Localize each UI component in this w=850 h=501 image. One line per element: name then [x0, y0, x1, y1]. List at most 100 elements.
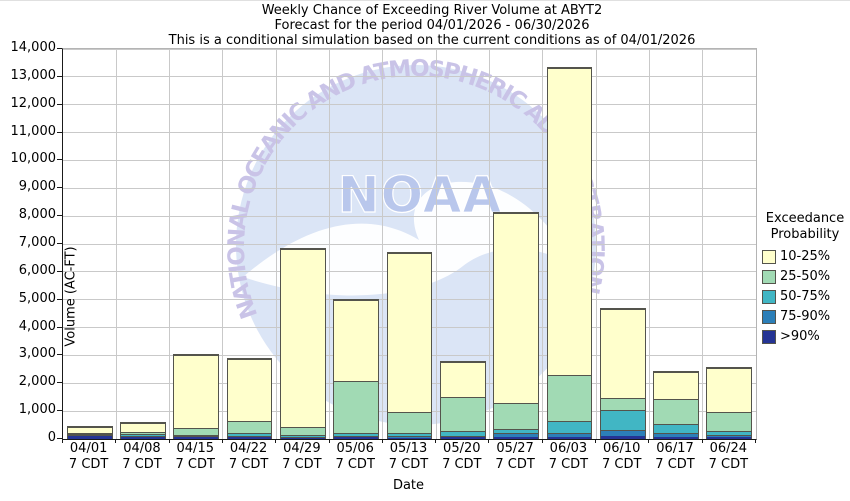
chart-title-line1: Weekly Chance of Exceeding River Volume … — [261, 3, 603, 18]
x-tick-mark — [328, 439, 330, 443]
bar-segment — [387, 412, 432, 434]
x-tick-label: 06/10 7 CDT — [595, 441, 648, 473]
x-tick-time: 7 CDT — [122, 457, 162, 472]
noaa-wordmark: NOAA — [338, 166, 502, 224]
bar-segment — [494, 428, 539, 434]
bar-segment — [387, 437, 432, 439]
grid-line-horizontal — [63, 187, 756, 189]
x-tick-label: 06/24 7 CDT — [702, 441, 755, 473]
bar-segment — [121, 437, 165, 439]
bar — [653, 371, 699, 439]
y-tick-label: 0 — [47, 430, 56, 445]
bar-segment — [280, 426, 325, 435]
bar-segment — [67, 435, 112, 437]
x-tick-date: 04/01 — [69, 441, 108, 456]
legend-item: 25-50% — [760, 269, 850, 284]
bar — [333, 299, 380, 439]
bar-segment — [600, 309, 645, 398]
bars-layer — [63, 49, 756, 439]
bar-segment — [547, 432, 592, 437]
bar-segment — [227, 436, 272, 438]
x-tick-date: 05/13 — [389, 441, 428, 456]
bar-segment — [654, 433, 698, 438]
bar-segment — [707, 437, 752, 439]
bar — [386, 252, 433, 439]
y-tick-label: 1,000 — [18, 402, 56, 418]
noaa-bird-icon — [243, 181, 575, 296]
legend: Exceedance Probability 10-25% 25-50% 50-75… — [760, 211, 850, 349]
bar-segment — [707, 368, 752, 412]
legend-items: 10-25% 25-50% 50-75% 75-90% >90% — [760, 249, 850, 344]
x-tick-label: 05/27 7 CDT — [488, 441, 541, 473]
grid-line-vertical — [595, 49, 597, 439]
x-tick-date: 06/03 — [549, 441, 588, 456]
x-tick-time: 7 CDT — [655, 457, 695, 472]
bar-segment — [174, 436, 219, 438]
x-tick-mark — [595, 439, 597, 443]
x-tick-mark — [488, 439, 490, 443]
y-tick-mark — [57, 48, 62, 49]
x-tick-label: 05/13 7 CDT — [382, 441, 435, 473]
x-tick-mark — [381, 439, 383, 443]
bar-segment — [280, 436, 325, 438]
bar-segment — [280, 248, 325, 427]
legend-swatch — [762, 289, 776, 304]
bar-segment — [440, 437, 485, 439]
bar-segment — [280, 437, 325, 439]
legend-item-label: 75-90% — [780, 309, 831, 324]
grid-line-horizontal — [63, 159, 756, 161]
legend-title-line1: Exceedance — [765, 211, 845, 226]
legend-swatch — [762, 329, 776, 344]
legend-item: 50-75% — [760, 289, 850, 304]
legend-item-label: 50-75% — [780, 289, 831, 304]
grid-line-vertical — [435, 49, 437, 439]
y-tick-mark — [57, 270, 62, 272]
x-tick-mark — [648, 439, 650, 443]
x-tick-time: 7 CDT — [388, 457, 429, 472]
chart-title-line2: Forecast for the period 04/01/2026 - 06/… — [274, 18, 590, 33]
bar — [493, 211, 540, 439]
x-tick-label: 04/29 7 CDT — [275, 441, 328, 473]
bar-segment — [174, 428, 219, 435]
bar-segment — [174, 434, 219, 437]
y-tick-label: 8,000 — [18, 207, 56, 223]
y-tick-label: 10,000 — [10, 151, 57, 167]
y-tick-mark — [57, 326, 62, 328]
x-tick-date: 04/22 — [229, 441, 268, 456]
bar — [599, 308, 646, 439]
y-tick-label: 5,000 — [18, 290, 56, 306]
bar-segment — [174, 437, 219, 439]
bar-segment — [121, 431, 165, 435]
x-tick-date: 05/06 — [336, 441, 374, 456]
x-tick-time: 7 CDT — [68, 457, 109, 472]
bar — [546, 67, 593, 439]
bar-segment — [334, 432, 379, 436]
x-tick-mark — [275, 439, 277, 443]
legend-item: 75-90% — [760, 309, 850, 324]
bar-segment — [547, 68, 592, 375]
bar-segment — [334, 437, 379, 439]
x-tick-time: 7 CDT — [282, 457, 322, 472]
x-tick-date: 05/20 — [443, 441, 481, 456]
bar-segment — [227, 433, 272, 437]
y-tick-mark — [57, 438, 62, 439]
legend-item-label: 10-25% — [780, 249, 831, 264]
y-tick-label: 4,000 — [18, 318, 56, 334]
legend-item-label: >90% — [780, 329, 820, 344]
bar-segment — [654, 398, 698, 424]
y-tick-mark — [57, 103, 62, 105]
bar-segment — [707, 430, 752, 435]
bar-segment — [334, 435, 379, 438]
y-tick-label: 3,000 — [18, 346, 56, 362]
bar-segment — [547, 436, 592, 439]
x-tick-label: 06/03 7 CDT — [542, 441, 595, 473]
x-tick-date: 04/08 — [123, 441, 161, 456]
bar-segment — [494, 403, 539, 429]
x-tick-time: 7 CDT — [601, 457, 642, 472]
legend-swatch — [762, 269, 776, 284]
bar-segment — [67, 433, 112, 435]
x-tick-time: 7 CDT — [228, 457, 269, 472]
x-tick-label: 05/06 7 CDT — [329, 441, 382, 473]
x-tick-mark — [435, 439, 437, 443]
